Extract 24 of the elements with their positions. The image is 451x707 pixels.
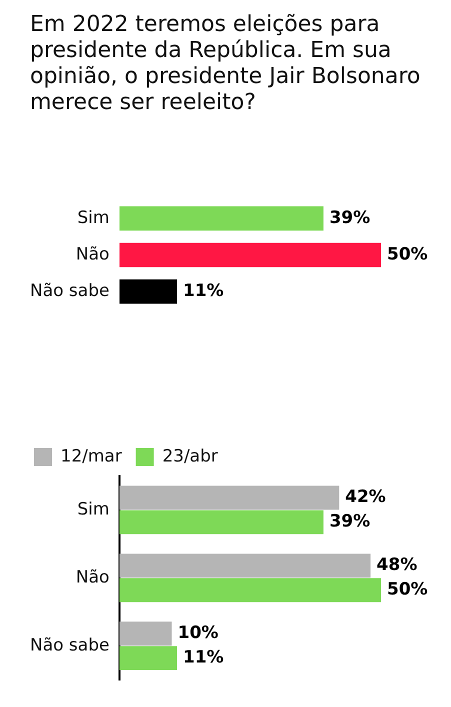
bar (119, 486, 340, 510)
bar (119, 510, 324, 534)
legend-label: 12/mar (60, 446, 122, 466)
bar (119, 578, 381, 602)
y-tick-label: Não sabe (30, 280, 110, 301)
bar (119, 622, 172, 646)
y-tick-label: Não sabe (30, 635, 110, 656)
y-tick-label: Não (76, 567, 110, 588)
legend-label: 23/abr (162, 446, 218, 466)
data-label: 50% (387, 580, 428, 600)
data-label: 39% (329, 512, 370, 532)
bar (119, 646, 177, 670)
data-label: 50% (387, 244, 428, 264)
data-label: 10% (178, 623, 218, 644)
data-label: 42% (345, 487, 386, 508)
bar (119, 554, 371, 578)
chart-title: Em 2022 teremos eleições para presidente da República. Em sua opinião, o presidente Jair Bolsonaro merece ser reeleito? (30, 12, 422, 116)
data-label: 11% (183, 647, 224, 668)
y-tick-label: Sim (77, 499, 110, 520)
y-tick-label: Não (76, 244, 110, 264)
y-tick-label: Sim (77, 208, 110, 228)
data-label: 11% (183, 280, 224, 301)
data-label: 39% (329, 208, 370, 228)
data-label: 48% (376, 555, 418, 576)
